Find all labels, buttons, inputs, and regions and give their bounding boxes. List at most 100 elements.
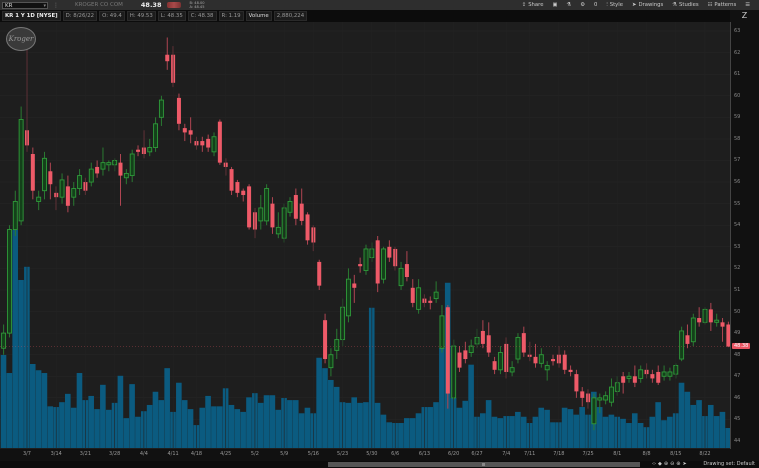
volume-bar [12,230,18,448]
symbol-input[interactable]: KR ▾ [2,1,48,9]
volume-bar [64,393,71,448]
tool-studies-button[interactable]: ⚗ Studies [672,2,698,8]
menu-icon: ☰ [745,2,750,8]
volume-bar [240,411,246,448]
chevron-down-icon[interactable]: ▾ [43,2,46,9]
date-tick-label: 6/27 [471,451,483,457]
zoom-z-icon[interactable]: Z [730,10,759,22]
volume-bar [41,373,48,448]
pan-arrows-icon[interactable]: ‹› [652,461,656,467]
tool-flask-button[interactable]: ⚗ [567,2,572,8]
volume-bar [357,402,363,448]
tool-share-button[interactable]: ⇪ Share [522,2,544,8]
price-axis[interactable]: 44 45 46 47 48 49 50 51 52 53 54 55 56 57 58 59 60 61 62 63… [730,22,759,449]
zoom-out-icon[interactable]: ⊖ [670,461,675,467]
volume-bar [620,418,626,448]
volume-bar [544,409,550,448]
tool-drawings-button[interactable]: ➤ Drawings [632,2,663,8]
date-tick-label: 5/30 [366,451,378,457]
volume-bar [602,416,609,448]
expand-icon[interactable]: ◆ [658,461,662,467]
volume-bar [462,400,469,448]
candle-body [12,201,18,230]
volume-bar [287,400,293,448]
fit-icon[interactable]: ⊕ [663,461,669,467]
volume-bar [176,382,182,448]
tool-screenshot-button[interactable]: ▣ [552,2,557,8]
date-tick-label: 3/21 [79,451,92,457]
date-tick-label: 4/4 [139,451,148,457]
candle-body [328,354,334,369]
drawing-set[interactable]: Drawing set: Default [703,461,755,467]
candle-body [463,350,468,360]
candle-body [398,267,404,287]
date-tick-label: 4/11 [167,451,179,457]
volume-bar [269,395,276,448]
date-tick-label: 5/16 [307,451,319,457]
scrollbar-grip[interactable] [482,463,485,466]
price-tick-label: 46 [734,394,741,401]
candle-body [153,123,159,148]
candle-body [147,147,153,153]
tool-label: 0 [594,2,598,8]
candle-body [211,136,217,153]
volume-bar [333,386,340,448]
candle-body [136,149,141,152]
candle-body [100,162,106,170]
chart-title[interactable]: KR 1 Y 1D [NYSE] [2,11,61,21]
price-chart[interactable] [0,22,732,449]
candle-body [714,319,720,323]
tool-patterns-button[interactable]: ☷ Patterns [708,2,737,8]
symbol-options-icon[interactable]: ⋮ [53,1,59,9]
volume-bar [596,407,603,448]
candle-body [165,54,170,62]
candle-body [358,264,363,267]
candle-body [71,188,77,198]
volume-bar [491,416,498,448]
price-tick-label: 44 [734,438,741,445]
volume-bar [59,402,65,448]
candle-body [621,376,626,383]
candle-body [129,153,135,177]
candle-body [59,179,65,198]
candle-body [562,354,567,370]
volume-bar [146,404,153,448]
candle-body [685,335,690,344]
volume-label[interactable]: Volume [245,11,272,21]
price-tick-label: 49 [734,330,741,337]
volume-bar [684,391,691,448]
bid-price: B: 48.00 [189,1,205,5]
zoom-in-icon[interactable]: ⊕ [676,461,681,467]
volume-bar [479,413,486,448]
candle-body [416,287,422,310]
volume-bar [661,420,667,448]
candle-body [65,186,70,206]
cursor-icon[interactable]: ➤ [682,461,687,467]
candle-body [679,330,685,360]
tool-0-button[interactable]: 0 [594,2,597,8]
volume-bar [263,395,270,448]
last-price-tag: 48.38 [732,343,751,350]
tool-gear-button[interactable]: ⚙ [580,2,585,8]
candle-body [363,248,369,271]
volume-bar [158,400,165,448]
volume-bar [468,364,474,448]
horizontal-scrollbar[interactable] [328,462,640,467]
volume-bar [567,409,574,448]
volume-bar [117,375,124,448]
volume-bar [0,354,7,448]
candle-body [323,320,328,360]
candle-body [433,291,439,300]
candle-body [88,168,94,183]
symbol-value: KR [5,2,13,9]
tool-style-button[interactable]: ⫶ Style [606,2,623,9]
date-axis[interactable]: 3/7 3/14 3/21 3/28 4/4 4/11 4/18 4/25 5/2 5/9 5/16… [0,449,730,461]
volume-bar [696,400,702,448]
volume-bar [509,416,515,448]
price-tick-label: 50 [734,308,741,315]
candle-body [480,330,485,344]
candle-body [36,196,42,202]
tool-menu-button[interactable]: ☰ [745,2,750,8]
volume-bar [211,406,217,448]
tool-label: Drawings [638,2,664,8]
